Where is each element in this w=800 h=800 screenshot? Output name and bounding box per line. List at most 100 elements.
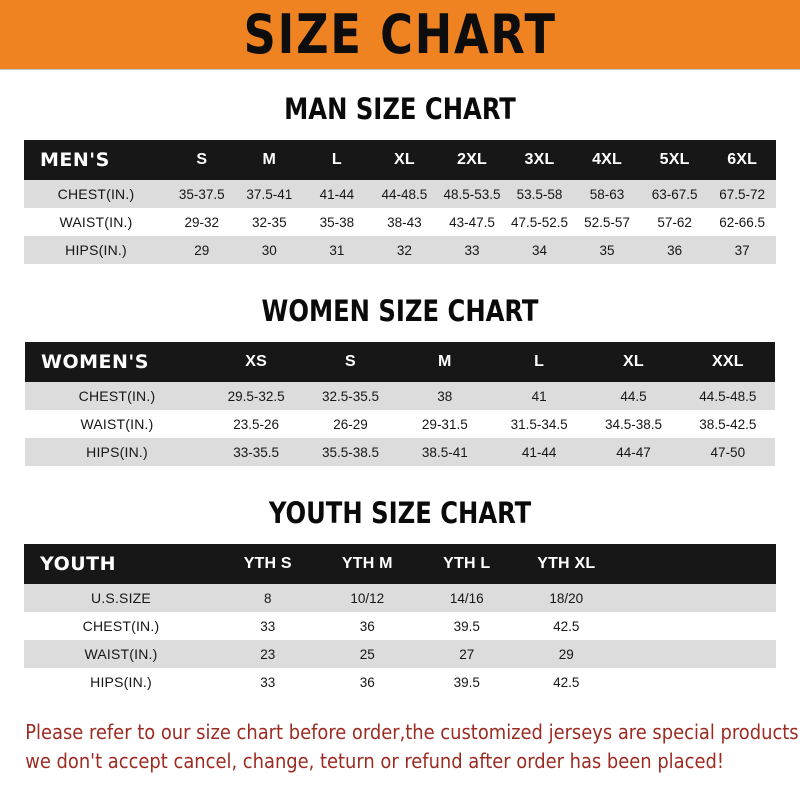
women-size-header-4: XL bbox=[586, 342, 681, 382]
men-size-header-2: L bbox=[303, 140, 371, 180]
men-cell-0-7: 63-67.5 bbox=[640, 180, 709, 208]
men-cell-1-2: 35-38 bbox=[303, 208, 371, 236]
women-cell-1-3: 31.5-34.5 bbox=[491, 410, 587, 438]
women-row-label-2: HIPS(IN.) bbox=[25, 438, 209, 466]
men-cell-1-8: 62-66.5 bbox=[708, 208, 776, 236]
table-row: HIPS(IN.) 33-35.5 35.5-38.5 38.5-41 41-4… bbox=[25, 438, 775, 466]
women-header-row: WOMEN'S XS S M L XL XXL bbox=[25, 342, 775, 382]
men-cell-2-6: 35 bbox=[573, 236, 641, 264]
footer-disclaimer: Please refer to our size chart before or… bbox=[0, 718, 800, 776]
youth-cell-0-1: 10/12 bbox=[317, 584, 417, 612]
youth-row-label-0: U.S.SIZE bbox=[24, 584, 218, 612]
women-table-body: CHEST(IN.) 29.5-32.5 32.5-35.5 38 41 44.… bbox=[25, 382, 775, 466]
youth-cell-1-0: 33 bbox=[218, 612, 318, 640]
men-cell-2-3: 32 bbox=[370, 236, 439, 264]
youth-corner-label: YOUTH bbox=[24, 544, 218, 584]
women-corner-label: WOMEN'S bbox=[25, 342, 209, 382]
women-cell-0-5: 44.5-48.5 bbox=[680, 382, 775, 410]
women-cell-0-2: 38 bbox=[397, 382, 492, 410]
men-cell-0-1: 37.5-41 bbox=[235, 180, 304, 208]
table-row: U.S.SIZE 8 10/12 14/16 18/20 bbox=[24, 584, 776, 612]
men-size-header-4: 2XL bbox=[438, 140, 506, 180]
women-row-label-1: WAIST(IN.) bbox=[25, 410, 209, 438]
youth-size-header-1: YTH M bbox=[317, 544, 417, 584]
men-cell-0-3: 44-48.5 bbox=[370, 180, 439, 208]
men-cell-1-4: 43-47.5 bbox=[438, 208, 506, 236]
women-cell-1-1: 26-29 bbox=[303, 410, 398, 438]
men-cell-0-5: 53.5-58 bbox=[505, 180, 574, 208]
women-size-header-1: S bbox=[303, 342, 398, 382]
men-cell-2-2: 31 bbox=[303, 236, 371, 264]
youth-cell-2-1: 25 bbox=[317, 640, 417, 668]
men-size-header-3: XL bbox=[370, 140, 439, 180]
table-row: WAIST(IN.) 23 25 27 29 bbox=[24, 640, 776, 668]
men-cell-2-1: 30 bbox=[235, 236, 304, 264]
youth-cell-3-0: 33 bbox=[218, 668, 318, 696]
women-cell-1-2: 29-31.5 bbox=[397, 410, 492, 438]
men-table-body: CHEST(IN.) 35-37.5 37.5-41 41-44 44-48.5… bbox=[24, 180, 776, 264]
men-cell-1-1: 32-35 bbox=[235, 208, 304, 236]
men-cell-2-8: 37 bbox=[708, 236, 776, 264]
table-row: HIPS(IN.) 33 36 39.5 42.5 bbox=[24, 668, 776, 696]
men-cell-2-4: 33 bbox=[438, 236, 506, 264]
women-size-table: WOMEN'S XS S M L XL XXL CHEST(IN.) 29.5-… bbox=[25, 342, 775, 466]
men-header-row: MEN'S S M L XL 2XL 3XL 4XL 5XL 6XL bbox=[24, 140, 776, 180]
page-title: SIZE CHART bbox=[243, 2, 557, 66]
youth-table-head: YOUTH YTH S YTH M YTH L YTH XL bbox=[24, 544, 776, 584]
men-size-header-6: 4XL bbox=[573, 140, 641, 180]
men-cell-1-7: 57-62 bbox=[640, 208, 709, 236]
men-row-label-2: HIPS(IN.) bbox=[24, 236, 168, 264]
table-row: WAIST(IN.) 23.5-26 26-29 29-31.5 31.5-34… bbox=[25, 410, 775, 438]
women-cell-1-4: 34.5-38.5 bbox=[586, 410, 681, 438]
youth-cell-spacer-2 bbox=[616, 640, 776, 668]
youth-cell-2-2: 27 bbox=[417, 640, 517, 668]
table-row: CHEST(IN.) 29.5-32.5 32.5-35.5 38 41 44.… bbox=[25, 382, 775, 410]
men-size-header-7: 5XL bbox=[640, 140, 709, 180]
men-table-head: MEN'S S M L XL 2XL 3XL 4XL 5XL 6XL bbox=[24, 140, 776, 180]
women-row-label-0: CHEST(IN.) bbox=[25, 382, 209, 410]
women-size-header-5: XXL bbox=[680, 342, 775, 382]
women-cell-2-2: 38.5-41 bbox=[397, 438, 492, 466]
youth-size-header-0: YTH S bbox=[218, 544, 318, 584]
youth-cell-spacer-0 bbox=[616, 584, 776, 612]
women-size-header-2: M bbox=[397, 342, 492, 382]
youth-cell-2-3: 29 bbox=[516, 640, 616, 668]
youth-cell-2-0: 23 bbox=[218, 640, 318, 668]
youth-cell-0-2: 14/16 bbox=[417, 584, 517, 612]
women-cell-0-1: 32.5-35.5 bbox=[303, 382, 398, 410]
women-section-title: WOMEN SIZE CHART bbox=[261, 294, 539, 328]
youth-cell-3-1: 36 bbox=[317, 668, 417, 696]
men-section-title: MAN SIZE CHART bbox=[284, 92, 516, 126]
women-table-head: WOMEN'S XS S M L XL XXL bbox=[25, 342, 775, 382]
men-size-header-1: M bbox=[235, 140, 304, 180]
men-cell-0-8: 67.5-72 bbox=[708, 180, 776, 208]
women-cell-0-0: 29.5-32.5 bbox=[209, 382, 304, 410]
men-cell-2-5: 34 bbox=[505, 236, 574, 264]
women-cell-0-3: 41 bbox=[491, 382, 587, 410]
women-size-header-3: L bbox=[491, 342, 587, 382]
men-cell-0-2: 41-44 bbox=[303, 180, 371, 208]
youth-cell-3-3: 42.5 bbox=[516, 668, 616, 696]
youth-size-header-2: YTH L bbox=[417, 544, 517, 584]
youth-cell-spacer-3 bbox=[616, 668, 776, 696]
men-size-header-5: 3XL bbox=[505, 140, 574, 180]
footer-line-1: Please refer to our size chart before or… bbox=[25, 720, 800, 744]
table-row: WAIST(IN.) 29-32 32-35 35-38 38-43 43-47… bbox=[24, 208, 776, 236]
youth-header-spacer bbox=[616, 544, 776, 584]
footer-line-2: we don't accept cancel, change, teturn o… bbox=[25, 749, 724, 774]
youth-cell-0-3: 18/20 bbox=[516, 584, 616, 612]
men-row-label-1: WAIST(IN.) bbox=[24, 208, 168, 236]
men-cell-0-6: 58-63 bbox=[573, 180, 641, 208]
youth-cell-1-3: 42.5 bbox=[516, 612, 616, 640]
youth-row-label-1: CHEST(IN.) bbox=[24, 612, 218, 640]
men-size-header-0: S bbox=[168, 140, 236, 180]
youth-size-header-3: YTH XL bbox=[516, 544, 616, 584]
women-cell-2-4: 44-47 bbox=[586, 438, 681, 466]
youth-cell-1-2: 39.5 bbox=[417, 612, 517, 640]
women-size-header-0: XS bbox=[209, 342, 304, 382]
men-size-table: MEN'S S M L XL 2XL 3XL 4XL 5XL 6XL CHEST… bbox=[24, 140, 776, 264]
page-header-banner: SIZE CHART bbox=[0, 0, 800, 70]
table-row: HIPS(IN.) 29 30 31 32 33 34 35 36 37 bbox=[24, 236, 776, 264]
women-cell-2-0: 33-35.5 bbox=[209, 438, 304, 466]
men-cell-0-4: 48.5-53.5 bbox=[438, 180, 506, 208]
